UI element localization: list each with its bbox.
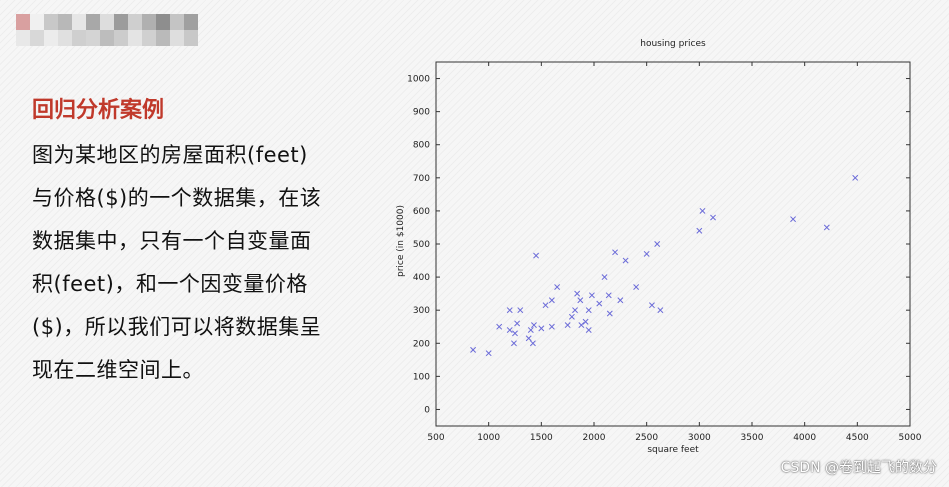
data-point-x-marker — [612, 249, 619, 256]
y-tick-label: 1000 — [407, 75, 430, 85]
data-point-x-marker — [533, 252, 540, 259]
data-point-x-marker — [572, 307, 578, 314]
data-point-x-marker — [512, 330, 518, 337]
y-tick-label: 100 — [413, 372, 430, 382]
y-tick-label: 800 — [413, 141, 430, 151]
axis-ticks: 500 1000 1500 2000 2500 3000 3500 4000 4500 5000 0… — [407, 62, 922, 443]
data-point-x-marker — [506, 327, 513, 333]
y-tick-label: 0 — [424, 405, 430, 415]
data-point-x-marker — [654, 241, 661, 247]
data-point-x-marker — [601, 274, 608, 281]
x-axis-label: square feet — [647, 445, 699, 455]
data-point-x-marker — [696, 227, 703, 234]
data-point-x-marker — [823, 224, 830, 231]
blurred-logo — [16, 14, 198, 46]
data-point-x-marker — [506, 307, 513, 314]
slide-body-text: 图为某地区的房屋面积(feet) 与价格($)的一个数据集，在该 数据集中，只有… — [32, 143, 322, 382]
y-axis-label: price (in $1000) — [396, 205, 406, 277]
data-point-x-marker — [470, 346, 477, 353]
data-point-x-marker — [585, 307, 592, 314]
data-point-x-marker — [529, 340, 536, 347]
text-panel: 回归分析案例 图为某地区的房屋面积(feet) 与价格($)的一个数据集，在该 … — [32, 96, 372, 392]
data-point-x-marker — [564, 322, 571, 329]
data-point-x-marker — [554, 284, 561, 290]
data-point-x-marker — [588, 292, 595, 299]
chart-title: housing prices — [640, 39, 706, 49]
data-point-x-marker — [574, 290, 581, 297]
x-tick-label: 500 — [427, 433, 444, 443]
data-point-x-marker — [568, 313, 575, 320]
watermark: CSDN @卷到起飞的数分 — [780, 460, 937, 476]
data-point-x-marker — [582, 318, 589, 325]
data-point-x-marker — [710, 214, 716, 221]
x-tick-label: 4000 — [793, 433, 816, 443]
data-point-x-marker — [496, 323, 503, 330]
data-point-x-marker — [657, 307, 664, 314]
data-point-x-marker — [578, 322, 585, 329]
data-point-x-marker — [643, 250, 650, 257]
data-point-x-marker — [596, 300, 603, 307]
x-tick-label: 1500 — [530, 433, 553, 443]
y-tick-label: 300 — [413, 306, 430, 316]
y-tick-label: 400 — [413, 273, 430, 283]
data-point-x-marker — [617, 297, 624, 304]
data-point-x-marker — [525, 335, 532, 342]
data-point-x-marker — [648, 302, 655, 309]
y-tick-label: 900 — [413, 108, 430, 118]
data-point-x-marker — [852, 174, 859, 181]
data-point-x-marker — [548, 297, 555, 304]
data-point-x-marker — [622, 257, 629, 264]
x-tick-label: 2000 — [583, 433, 606, 443]
data-point-x-marker — [699, 207, 706, 214]
data-points — [470, 174, 859, 357]
data-point-x-marker — [542, 302, 549, 309]
plot-frame — [435, 61, 911, 427]
chart-svg: housing prices square feet price (in $10… — [396, 39, 922, 455]
y-tick-label: 200 — [413, 339, 430, 349]
data-point-x-marker — [633, 284, 640, 290]
data-point-x-marker — [585, 327, 592, 333]
y-tick-label: 600 — [413, 207, 430, 217]
x-tick-label: 2500 — [635, 433, 658, 443]
x-tick-label: 1000 — [477, 433, 500, 443]
data-point-x-marker — [548, 323, 555, 330]
data-point-x-marker — [514, 320, 521, 327]
slide-heading: 回归分析案例 — [32, 98, 165, 123]
data-point-x-marker — [531, 322, 537, 329]
data-point-x-marker — [538, 325, 545, 332]
y-tick-label: 700 — [413, 174, 430, 184]
data-point-x-marker — [485, 350, 492, 357]
data-point-x-marker — [577, 297, 584, 304]
data-point-x-marker — [517, 307, 524, 314]
x-tick-label: 4500 — [846, 433, 869, 443]
x-tick-label: 3500 — [741, 433, 764, 443]
scatter-chart: housing prices square feet price (in $10… — [384, 30, 924, 460]
data-point-x-marker — [605, 292, 612, 299]
data-point-x-marker — [606, 310, 613, 317]
x-tick-label: 3000 — [688, 433, 711, 443]
x-tick-label: 5000 — [899, 433, 922, 443]
data-point-x-marker — [510, 340, 517, 347]
data-point-x-marker — [527, 327, 534, 333]
y-tick-label: 500 — [413, 240, 430, 250]
data-point-x-marker — [790, 216, 797, 223]
